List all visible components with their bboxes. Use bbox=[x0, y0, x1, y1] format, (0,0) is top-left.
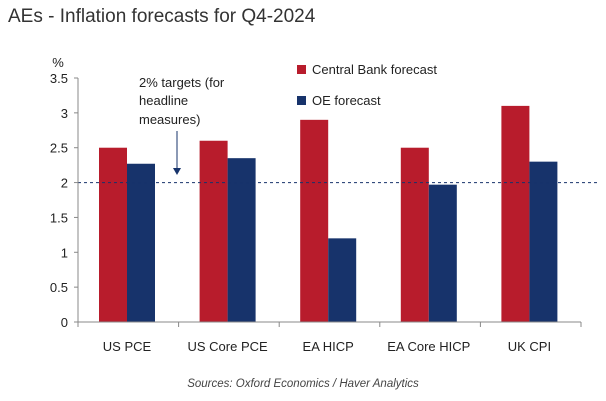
y-tick-label: 2.5 bbox=[50, 141, 68, 156]
chart-title: AEs - Inflation forecasts for Q4-2024 bbox=[8, 6, 316, 27]
legend-label-oe: OE forecast bbox=[312, 93, 381, 108]
annotation-line-3: measures) bbox=[139, 112, 200, 127]
bar-oe bbox=[328, 238, 357, 322]
bar-central-bank bbox=[99, 147, 127, 322]
bar-central-bank bbox=[501, 105, 530, 322]
bar-oe bbox=[529, 161, 558, 322]
annotation-line-1: 2% targets (for bbox=[139, 75, 225, 90]
annotation-line-2: headline bbox=[139, 93, 188, 108]
legend-label-central-bank: Central Bank forecast bbox=[312, 62, 437, 77]
x-tick-label: EA HICP bbox=[303, 339, 354, 354]
y-tick-label: 3 bbox=[61, 106, 68, 121]
legend: Central Bank forecast OE forecast bbox=[297, 62, 437, 108]
bar-oe bbox=[227, 158, 256, 322]
bars bbox=[99, 105, 558, 322]
y-tick-label: 1 bbox=[61, 245, 68, 260]
bar-central-bank bbox=[199, 140, 228, 322]
bar-central-bank bbox=[300, 119, 329, 322]
x-tick-label: US PCE bbox=[103, 339, 152, 354]
y-tick-label: 3.5 bbox=[50, 71, 68, 86]
y-axis-unit-label: % bbox=[52, 55, 64, 70]
annotation-arrowhead bbox=[173, 168, 181, 175]
legend-swatch-central-bank bbox=[297, 65, 306, 74]
legend-swatch-oe bbox=[297, 96, 306, 105]
y-tick-label: 1.5 bbox=[50, 210, 68, 225]
x-tick-label: UK CPI bbox=[508, 339, 551, 354]
x-axis-labels: US PCE US Core PCE EA HICP EA Core HICP UK C… bbox=[77, 322, 582, 354]
bar-oe bbox=[127, 163, 155, 322]
bar-central-bank bbox=[400, 147, 429, 322]
y-tick-label: 2 bbox=[61, 176, 68, 191]
x-tick-label: US Core PCE bbox=[187, 339, 268, 354]
target-annotation: 2% targets (for headline measures) bbox=[139, 75, 225, 175]
source-note: Sources: Oxford Economics / Haver Analyt… bbox=[187, 378, 419, 390]
y-axis-ticks: 0 0.5 1 1.5 2 2.5 3 3.5 bbox=[50, 71, 78, 330]
y-tick-label: 0 bbox=[61, 315, 68, 330]
x-tick-label: EA Core HICP bbox=[387, 339, 470, 354]
y-tick-label: 0.5 bbox=[50, 280, 68, 295]
bar-oe bbox=[428, 184, 457, 322]
